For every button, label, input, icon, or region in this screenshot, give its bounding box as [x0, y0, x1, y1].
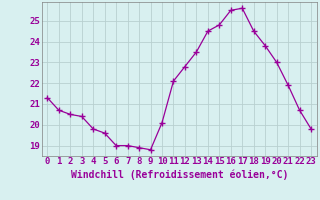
- X-axis label: Windchill (Refroidissement éolien,°C): Windchill (Refroidissement éolien,°C): [70, 169, 288, 180]
